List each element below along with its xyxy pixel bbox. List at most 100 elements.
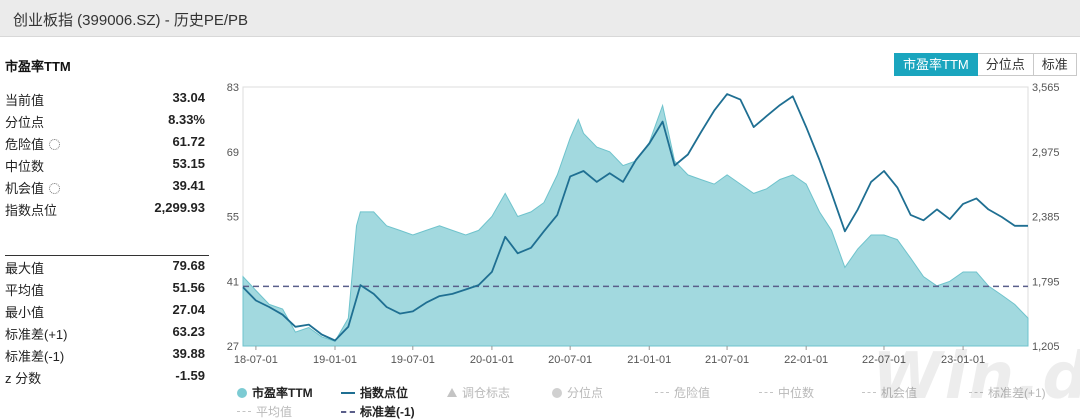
stat-value: 33.04 xyxy=(172,90,205,105)
stat-row-std-minus: 标准差(-1) 39.88 xyxy=(5,344,205,365)
legend-dash-icon xyxy=(969,392,983,393)
stat-value: 51.56 xyxy=(172,280,205,295)
stat-value: 61.72 xyxy=(172,134,205,149)
tab-percentile[interactable]: 分位点 xyxy=(977,53,1034,76)
legend-label: 危险值 xyxy=(674,386,711,400)
legend-dash-icon xyxy=(655,392,669,393)
x-tick-label: 20-07-01 xyxy=(548,354,592,366)
stat-label: 最大值 xyxy=(5,261,45,276)
legend-label: 市盈率TTM xyxy=(252,386,313,400)
stat-value: 2,299.93 xyxy=(154,200,205,215)
stat-row-max: 最大值 79.68 xyxy=(5,256,205,277)
legend-label: 分位点 xyxy=(567,386,604,400)
stat-label: z 分数 xyxy=(5,371,42,386)
stat-label: 指数点位 xyxy=(5,203,58,218)
tab-pe-ttm[interactable]: 市盈率TTM xyxy=(894,53,978,76)
legend-label: 标准差(-1) xyxy=(360,405,415,419)
stat-label: 标准差(-1) xyxy=(5,349,65,364)
stat-value: 39.88 xyxy=(172,346,205,361)
stat-value: 63.23 xyxy=(172,324,205,339)
legend-item-danger[interactable]: 危险值 xyxy=(655,384,710,401)
legend-label: 机会值 xyxy=(881,386,918,400)
stat-value: 8.33% xyxy=(168,112,205,127)
stat-value: 79.68 xyxy=(172,258,205,273)
wind-watermark-logo: Win.d xyxy=(872,340,1080,414)
window-title-bar: 创业板指 (399006.SZ) - 历史PE/PB xyxy=(0,0,1080,37)
legend-label: 指数点位 xyxy=(360,386,409,400)
stat-label: 最小值 xyxy=(5,305,45,320)
x-tick-label: 19-07-01 xyxy=(391,354,435,366)
y-left-tick-label: 69 xyxy=(227,147,239,159)
x-tick-label: 22-01-01 xyxy=(784,354,828,366)
metric-tabs: 市盈率TTM 分位点 标准 xyxy=(894,53,1077,76)
pe-ttm-area xyxy=(242,103,1029,347)
legend-item-std-plus[interactable]: 标准差(+1) xyxy=(969,384,1046,401)
stat-value: 39.41 xyxy=(172,178,205,193)
stat-label: 平均值 xyxy=(5,283,45,298)
legend-item-std-minus[interactable]: 标准差(-1) xyxy=(341,403,415,419)
x-tick-label: 19-01-01 xyxy=(313,354,357,366)
legend-dot-icon xyxy=(552,387,562,398)
stat-label: 分位点 xyxy=(5,115,45,130)
stat-label: 中位数 xyxy=(5,159,45,174)
index-level-line xyxy=(242,93,1028,342)
legend-line-icon xyxy=(341,391,355,394)
y-right-tick-label: 3,565 xyxy=(1032,82,1060,94)
legend-item-rebalance[interactable]: 调仓标志 xyxy=(447,384,510,401)
gear-icon[interactable] xyxy=(49,139,61,150)
stat-row-index-level: 指数点位 2,299.93 xyxy=(5,198,205,219)
pe-chart: 27 41 55 69 83 1,205 1,795 2,385 2,975 3,565 18-07… xyxy=(227,82,1060,366)
x-tick-label: 21-07-01 xyxy=(705,354,749,366)
triangle-icon xyxy=(447,388,457,397)
y-left-tick-label: 41 xyxy=(227,276,239,288)
legend-dash-icon xyxy=(341,410,355,413)
gear-icon[interactable] xyxy=(49,183,61,194)
y-right-tick-label: 1,205 xyxy=(1032,341,1060,353)
legend-label: 平均值 xyxy=(256,405,293,419)
stat-label: 机会值 xyxy=(5,178,61,197)
legend-item-index[interactable]: 指数点位 xyxy=(341,384,408,401)
y-left-tick-label: 55 xyxy=(227,212,239,224)
x-tick-label: 21-01-01 xyxy=(627,354,671,366)
stat-row-median: 中位数 53.15 xyxy=(5,154,205,175)
legend-label: 标准差(+1) xyxy=(988,386,1046,400)
y-left-tick-label: 27 xyxy=(227,341,239,353)
window-title: 创业板指 (399006.SZ) - 历史PE/PB xyxy=(13,12,249,29)
legend-label: 中位数 xyxy=(778,386,815,400)
stat-label: 标准差(+1) xyxy=(5,327,68,342)
stat-value: -1.59 xyxy=(175,368,205,383)
stat-label: 危险值 xyxy=(5,134,61,153)
legend-item-mean[interactable]: 平均值 xyxy=(237,403,292,419)
y-left-tick-label: 83 xyxy=(227,82,239,94)
x-tick-label: 20-01-01 xyxy=(470,354,514,366)
x-tick-label: 23-01-01 xyxy=(941,354,985,366)
y-right-tick-label: 2,975 xyxy=(1032,147,1060,159)
legend-dot-icon xyxy=(237,387,247,398)
stat-row-min: 最小值 27.04 xyxy=(5,300,205,321)
y-right-tick-label: 2,385 xyxy=(1032,212,1060,224)
stat-row-danger: 危险值 61.72 xyxy=(5,132,205,153)
stat-value: 27.04 xyxy=(172,302,205,317)
legend-item-pe[interactable]: 市盈率TTM xyxy=(237,384,313,401)
stat-row-mean: 平均值 51.56 xyxy=(5,278,205,299)
stat-label: 当前值 xyxy=(5,93,45,108)
tab-standard[interactable]: 标准 xyxy=(1033,53,1077,76)
y-right-tick-label: 1,795 xyxy=(1032,276,1060,288)
stat-row-std-plus: 标准差(+1) 63.23 xyxy=(5,322,205,343)
legend-item-percentile[interactable]: 分位点 xyxy=(552,384,603,401)
stat-row-opportunity: 机会值 39.41 xyxy=(5,176,205,197)
stats-divider xyxy=(5,255,209,256)
stat-row-current: 当前值 33.04 xyxy=(5,88,205,109)
legend-dash-icon xyxy=(862,392,876,393)
x-tick-label: 22-07-01 xyxy=(862,354,906,366)
legend-dash-icon xyxy=(237,411,251,412)
stats-heading: 市盈率TTM xyxy=(5,59,71,74)
stat-row-percentile: 分位点 8.33% xyxy=(5,110,205,131)
legend-item-opportunity[interactable]: 机会值 xyxy=(862,384,917,401)
legend-label: 调仓标志 xyxy=(462,386,511,400)
stat-row-zscore: z 分数 -1.59 xyxy=(5,366,205,387)
x-tick-label: 18-07-01 xyxy=(234,354,278,366)
stat-value: 53.15 xyxy=(172,156,205,171)
legend-dash-icon xyxy=(759,392,773,393)
legend-item-median[interactable]: 中位数 xyxy=(759,384,814,401)
